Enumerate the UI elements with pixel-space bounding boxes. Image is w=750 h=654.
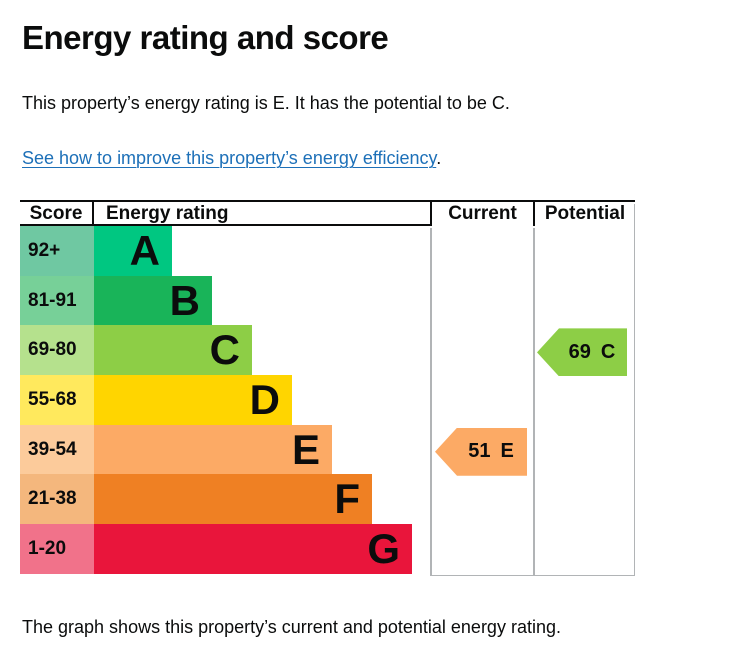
band-score-range: 39-54 — [20, 424, 94, 475]
band-bar: D — [94, 375, 292, 425]
epc-band-rows: 92+ A 81-91 B 69-80 C 55-68 D 39-54 E 21-38 F 1-20 G — [20, 226, 635, 574]
column-header-energy-rating: Energy rating — [94, 202, 430, 226]
column-header-score: Score — [20, 202, 94, 226]
band-bar: F — [94, 474, 372, 525]
potential-column-left-border — [533, 228, 535, 576]
improve-link-line: See how to improve this property’s energ… — [22, 146, 441, 170]
band-row-b: 81-91 B — [20, 275, 635, 326]
band-row-d: 55-68 D — [20, 375, 635, 425]
improve-efficiency-link[interactable]: See how to improve this property’s energ… — [22, 148, 437, 168]
band-score-range: 81-91 — [20, 275, 94, 326]
band-letter: C — [209, 326, 240, 374]
table-bottom-border — [430, 574, 635, 576]
band-letter: B — [169, 276, 200, 324]
column-header-potential: Potential — [533, 202, 635, 226]
current-rating-score: 51 — [468, 440, 491, 463]
band-score-range: 1-20 — [20, 524, 94, 574]
page-title: Energy rating and score — [22, 19, 389, 56]
band-letter: E — [291, 425, 320, 473]
chart-header-row: Score Energy rating Current Potential — [20, 202, 635, 226]
intro-text: This property’s energy rating is E. It h… — [22, 93, 510, 113]
band-score-range: 92+ — [20, 226, 94, 276]
band-letter: D — [249, 375, 280, 423]
epc-chart: Score Energy rating Current Potential 92… — [20, 200, 635, 576]
potential-rating-score: 69 — [568, 340, 591, 363]
column-header-current: Current — [430, 202, 533, 226]
band-letter: F — [334, 475, 360, 523]
table-right-border — [633, 204, 635, 576]
potential-rating-letter: C — [600, 340, 616, 363]
band-bar: B — [94, 275, 212, 326]
band-bar: E — [94, 424, 332, 475]
band-letter: A — [129, 226, 160, 274]
band-bar: A — [94, 226, 172, 276]
chart-caption: The graph shows this property’s current … — [22, 617, 561, 637]
improve-link-period: . — [436, 148, 442, 168]
band-score-range: 21-38 — [20, 474, 94, 525]
band-score-range: 69-80 — [20, 325, 94, 376]
potential-rating-arrow: 69 C — [537, 328, 627, 377]
band-row-e: 39-54 E — [20, 424, 635, 475]
current-rating-arrow: 51 E — [435, 427, 527, 476]
band-row-c: 69-80 C — [20, 325, 635, 376]
band-bar: G — [94, 524, 412, 574]
band-row-f: 21-38 F — [20, 474, 635, 525]
band-row-a: 92+ A — [20, 226, 635, 276]
band-bar: C — [94, 325, 252, 376]
band-score-range: 55-68 — [20, 375, 94, 425]
band-letter: G — [367, 524, 400, 572]
current-rating-letter: E — [500, 440, 514, 463]
current-column-left-border — [430, 228, 432, 576]
band-row-g: 1-20 G — [20, 524, 635, 574]
